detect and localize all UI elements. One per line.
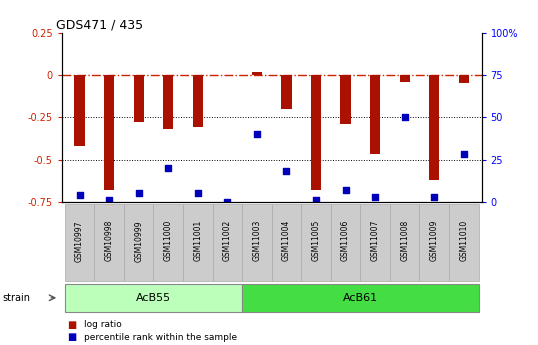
Bar <box>153 204 183 281</box>
Text: GSM11009: GSM11009 <box>430 220 438 262</box>
Text: log ratio: log ratio <box>84 321 122 329</box>
Bar <box>193 75 203 127</box>
Point <box>371 194 379 199</box>
Bar <box>104 75 114 190</box>
Text: GSM11002: GSM11002 <box>223 220 232 262</box>
Bar <box>65 204 94 281</box>
Bar <box>74 75 85 146</box>
Bar <box>331 204 360 281</box>
Text: GSM11008: GSM11008 <box>400 220 409 262</box>
Text: GSM10999: GSM10999 <box>134 220 143 262</box>
Text: GSM11004: GSM11004 <box>282 220 291 262</box>
Point <box>223 199 232 205</box>
Bar <box>311 75 321 190</box>
Bar <box>341 75 351 124</box>
Bar <box>400 75 410 82</box>
Text: strain: strain <box>3 293 31 303</box>
Point <box>164 165 173 171</box>
Point <box>105 197 114 203</box>
Bar <box>429 75 440 180</box>
Bar <box>163 75 173 129</box>
Point <box>194 191 202 196</box>
Text: GSM11010: GSM11010 <box>459 220 468 262</box>
Bar <box>360 204 390 281</box>
Text: GSM11003: GSM11003 <box>252 220 261 262</box>
Text: percentile rank within the sample: percentile rank within the sample <box>84 333 238 342</box>
Point <box>134 191 143 196</box>
Point <box>430 194 438 199</box>
Text: ■: ■ <box>67 320 76 330</box>
Bar <box>242 204 272 281</box>
Bar <box>124 204 153 281</box>
Bar <box>281 75 292 109</box>
Point <box>341 187 350 193</box>
Point <box>253 131 261 137</box>
Text: AcB61: AcB61 <box>343 293 378 303</box>
Bar <box>370 75 380 155</box>
Bar <box>390 204 420 281</box>
Bar <box>458 75 469 83</box>
Text: GSM11007: GSM11007 <box>371 220 380 262</box>
Point <box>75 192 84 198</box>
Bar <box>420 204 449 281</box>
Bar <box>449 204 479 281</box>
Bar <box>65 284 242 313</box>
Text: GSM11005: GSM11005 <box>312 220 321 262</box>
Text: GSM11006: GSM11006 <box>341 220 350 262</box>
Bar <box>133 75 144 122</box>
Bar <box>252 72 262 75</box>
Text: GSM11001: GSM11001 <box>193 220 202 262</box>
Point <box>400 115 409 120</box>
Bar <box>242 284 479 313</box>
Text: GSM10997: GSM10997 <box>75 220 84 262</box>
Point <box>459 152 468 157</box>
Bar <box>272 204 301 281</box>
Bar <box>183 204 213 281</box>
Text: AcB55: AcB55 <box>136 293 171 303</box>
Bar <box>213 204 242 281</box>
Text: GDS471 / 435: GDS471 / 435 <box>56 18 144 31</box>
Text: GSM10998: GSM10998 <box>105 220 114 262</box>
Point <box>312 197 320 203</box>
Bar <box>301 204 331 281</box>
Point <box>282 169 291 174</box>
Text: GSM11000: GSM11000 <box>164 220 173 262</box>
Bar <box>94 204 124 281</box>
Text: ■: ■ <box>67 333 76 342</box>
